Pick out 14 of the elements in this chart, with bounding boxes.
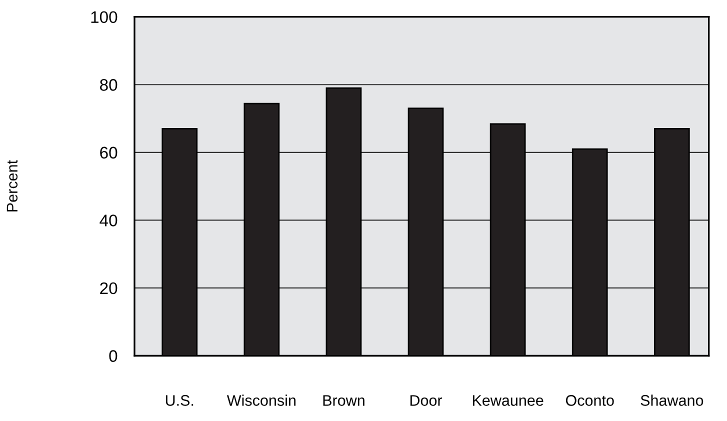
x-tick-label: Kewaunee [472, 395, 544, 406]
y-axis-title: Percent [6, 160, 18, 212]
x-tick-label: Oconto [566, 395, 614, 406]
y-tick-label: 60 [100, 146, 118, 159]
y-tick-label: 100 [91, 11, 118, 24]
y-tick-label: 80 [100, 79, 118, 91]
x-tick-label: U.S. [166, 395, 194, 406]
x-tick-label: Brown [323, 395, 364, 406]
x-tick-label: Shawano [640, 394, 704, 406]
x-tick-label: Wisconsin [226, 394, 296, 406]
y-tick-label: 20 [100, 282, 118, 294]
y-tick-label: 40 [100, 214, 118, 226]
x-tick-label: Door [410, 395, 442, 406]
y-tick-label: 0 [109, 350, 118, 362]
